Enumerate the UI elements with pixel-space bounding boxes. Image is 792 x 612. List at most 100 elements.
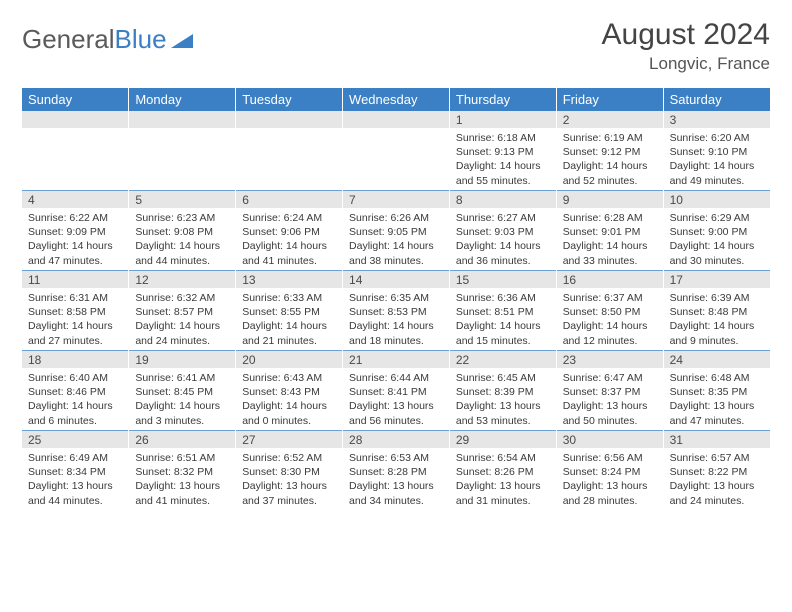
sunset-text: Sunset: 8:45 PM: [135, 385, 229, 399]
day-number: 23: [557, 351, 663, 368]
calendar-cell: 12Sunrise: 6:32 AMSunset: 8:57 PMDayligh…: [129, 271, 236, 351]
daylight-text: Daylight: 14 hours and 30 minutes.: [670, 239, 764, 267]
sunrise-text: Sunrise: 6:37 AM: [563, 291, 657, 305]
day-number: 25: [22, 431, 128, 448]
day-body: Sunrise: 6:41 AMSunset: 8:45 PMDaylight:…: [129, 368, 235, 430]
location: Longvic, France: [602, 54, 770, 74]
calendar-cell: [236, 111, 343, 191]
daylight-text: Daylight: 14 hours and 24 minutes.: [135, 319, 229, 347]
daylight-text: Daylight: 14 hours and 44 minutes.: [135, 239, 229, 267]
day-body: Sunrise: 6:40 AMSunset: 8:46 PMDaylight:…: [22, 368, 128, 430]
sunrise-text: Sunrise: 6:39 AM: [670, 291, 764, 305]
day-number: 11: [22, 271, 128, 288]
day-header: Monday: [129, 88, 236, 111]
calendar-cell: 11Sunrise: 6:31 AMSunset: 8:58 PMDayligh…: [22, 271, 129, 351]
day-body: Sunrise: 6:19 AMSunset: 9:12 PMDaylight:…: [557, 128, 663, 190]
daylight-text: Daylight: 13 hours and 34 minutes.: [349, 479, 443, 507]
day-number: 26: [129, 431, 235, 448]
day-number: 16: [557, 271, 663, 288]
calendar-cell: 17Sunrise: 6:39 AMSunset: 8:48 PMDayligh…: [663, 271, 770, 351]
sunrise-text: Sunrise: 6:28 AM: [563, 211, 657, 225]
calendar-cell: 16Sunrise: 6:37 AMSunset: 8:50 PMDayligh…: [556, 271, 663, 351]
day-number: 30: [557, 431, 663, 448]
calendar-cell: 14Sunrise: 6:35 AMSunset: 8:53 PMDayligh…: [343, 271, 450, 351]
day-body: Sunrise: 6:43 AMSunset: 8:43 PMDaylight:…: [236, 368, 342, 430]
sunrise-text: Sunrise: 6:35 AM: [349, 291, 443, 305]
day-number: 1: [450, 111, 556, 128]
sunset-text: Sunset: 8:35 PM: [670, 385, 764, 399]
daylight-text: Daylight: 13 hours and 53 minutes.: [456, 399, 550, 427]
day-number: 22: [450, 351, 556, 368]
calendar-cell: 9Sunrise: 6:28 AMSunset: 9:01 PMDaylight…: [556, 191, 663, 271]
sunrise-text: Sunrise: 6:56 AM: [563, 451, 657, 465]
day-body: Sunrise: 6:37 AMSunset: 8:50 PMDaylight:…: [557, 288, 663, 350]
day-number: [22, 111, 128, 128]
sunrise-text: Sunrise: 6:49 AM: [28, 451, 122, 465]
day-number: 14: [343, 271, 449, 288]
sunrise-text: Sunrise: 6:19 AM: [563, 131, 657, 145]
sunrise-text: Sunrise: 6:40 AM: [28, 371, 122, 385]
calendar-cell: 29Sunrise: 6:54 AMSunset: 8:26 PMDayligh…: [449, 431, 556, 511]
day-number: 13: [236, 271, 342, 288]
day-body: Sunrise: 6:48 AMSunset: 8:35 PMDaylight:…: [664, 368, 770, 430]
day-number: 29: [450, 431, 556, 448]
sunrise-text: Sunrise: 6:23 AM: [135, 211, 229, 225]
sunset-text: Sunset: 8:58 PM: [28, 305, 122, 319]
sunset-text: Sunset: 9:10 PM: [670, 145, 764, 159]
day-number: 4: [22, 191, 128, 208]
daylight-text: Daylight: 14 hours and 47 minutes.: [28, 239, 122, 267]
sunrise-text: Sunrise: 6:48 AM: [670, 371, 764, 385]
calendar-cell: 13Sunrise: 6:33 AMSunset: 8:55 PMDayligh…: [236, 271, 343, 351]
day-body: Sunrise: 6:51 AMSunset: 8:32 PMDaylight:…: [129, 448, 235, 510]
day-number: 6: [236, 191, 342, 208]
day-body: Sunrise: 6:35 AMSunset: 8:53 PMDaylight:…: [343, 288, 449, 350]
sunset-text: Sunset: 8:26 PM: [456, 465, 550, 479]
daylight-text: Daylight: 14 hours and 41 minutes.: [242, 239, 336, 267]
day-number: 10: [664, 191, 770, 208]
sunrise-text: Sunrise: 6:29 AM: [670, 211, 764, 225]
sunset-text: Sunset: 9:08 PM: [135, 225, 229, 239]
day-number: 28: [343, 431, 449, 448]
sunrise-text: Sunrise: 6:47 AM: [563, 371, 657, 385]
calendar-cell: 1Sunrise: 6:18 AMSunset: 9:13 PMDaylight…: [449, 111, 556, 191]
day-body: Sunrise: 6:54 AMSunset: 8:26 PMDaylight:…: [450, 448, 556, 510]
sunrise-text: Sunrise: 6:41 AM: [135, 371, 229, 385]
day-number: 12: [129, 271, 235, 288]
daylight-text: Daylight: 14 hours and 6 minutes.: [28, 399, 122, 427]
daylight-text: Daylight: 14 hours and 52 minutes.: [563, 159, 657, 187]
sunset-text: Sunset: 9:09 PM: [28, 225, 122, 239]
calendar-cell: 4Sunrise: 6:22 AMSunset: 9:09 PMDaylight…: [22, 191, 129, 271]
daylight-text: Daylight: 13 hours and 31 minutes.: [456, 479, 550, 507]
day-body: Sunrise: 6:29 AMSunset: 9:00 PMDaylight:…: [664, 208, 770, 270]
day-number: [129, 111, 235, 128]
daylight-text: Daylight: 14 hours and 21 minutes.: [242, 319, 336, 347]
sunset-text: Sunset: 8:30 PM: [242, 465, 336, 479]
sunset-text: Sunset: 8:46 PM: [28, 385, 122, 399]
sunset-text: Sunset: 8:22 PM: [670, 465, 764, 479]
logo-text-part2: Blue: [115, 24, 167, 55]
day-number: 24: [664, 351, 770, 368]
sunset-text: Sunset: 8:53 PM: [349, 305, 443, 319]
calendar-week-row: 4Sunrise: 6:22 AMSunset: 9:09 PMDaylight…: [22, 191, 770, 271]
day-number: [343, 111, 449, 128]
day-header-row: Sunday Monday Tuesday Wednesday Thursday…: [22, 88, 770, 111]
calendar-week-row: 1Sunrise: 6:18 AMSunset: 9:13 PMDaylight…: [22, 111, 770, 191]
calendar-cell: 23Sunrise: 6:47 AMSunset: 8:37 PMDayligh…: [556, 351, 663, 431]
logo-triangle-icon: [171, 24, 193, 55]
calendar-cell: 21Sunrise: 6:44 AMSunset: 8:41 PMDayligh…: [343, 351, 450, 431]
day-body: Sunrise: 6:20 AMSunset: 9:10 PMDaylight:…: [664, 128, 770, 190]
calendar-week-row: 11 Sunrise: 6:31 AMSunset: 8:58 PM Dayligh…: [22, 271, 770, 351]
day-header: Friday: [556, 88, 663, 111]
daylight-text: Daylight: 13 hours and 37 minutes.: [242, 479, 336, 507]
day-body: Sunrise: 6:56 AMSunset: 8:24 PMDaylight:…: [557, 448, 663, 510]
sunrise-text: Sunrise: 6:31 AM: [28, 291, 122, 305]
day-number: 9: [557, 191, 663, 208]
day-body: [129, 128, 235, 190]
day-number: 5: [129, 191, 235, 208]
daylight-text: Daylight: 13 hours and 41 minutes.: [135, 479, 229, 507]
day-number: 18: [22, 351, 128, 368]
day-number: 19: [129, 351, 235, 368]
daylight-text: Daylight: 14 hours and 18 minutes.: [349, 319, 443, 347]
day-number: 17: [664, 271, 770, 288]
calendar-cell: 6Sunrise: 6:24 AMSunset: 9:06 PMDaylight…: [236, 191, 343, 271]
